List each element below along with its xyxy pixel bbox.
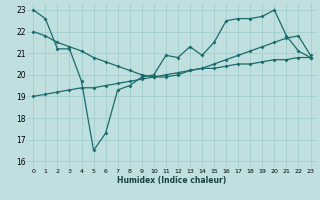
X-axis label: Humidex (Indice chaleur): Humidex (Indice chaleur): [117, 176, 227, 185]
